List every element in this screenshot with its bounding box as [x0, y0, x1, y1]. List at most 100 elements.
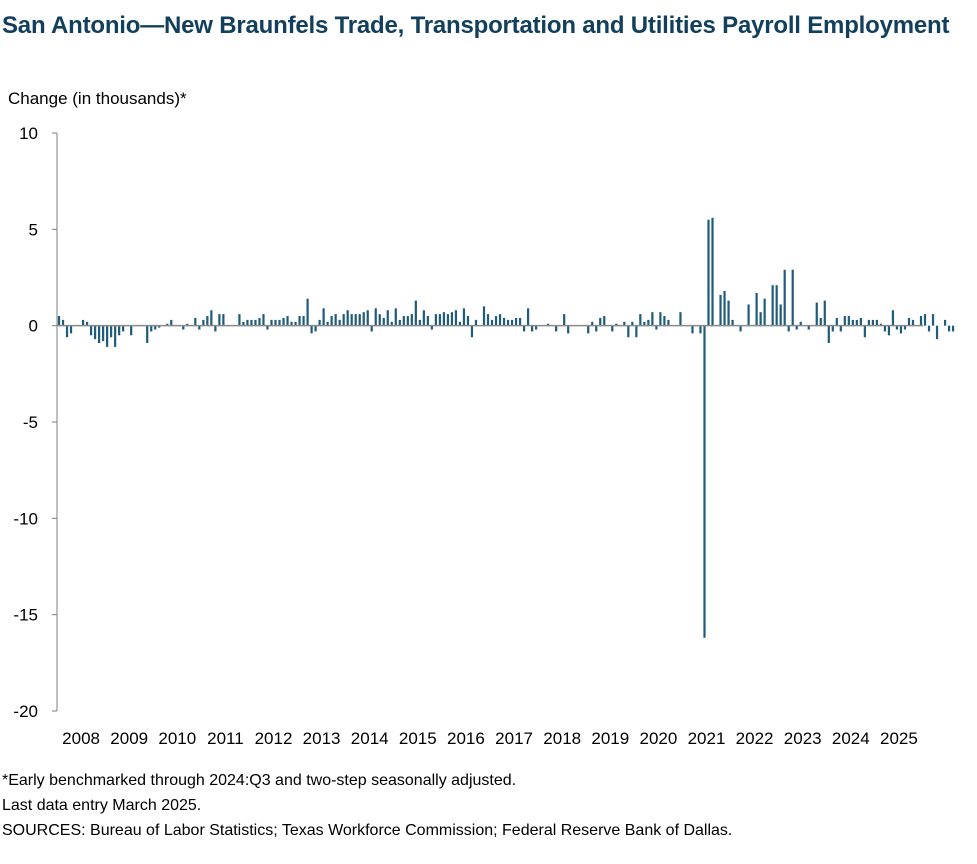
- footnote-last-entry: Last data entry March 2025.: [2, 797, 202, 814]
- bar: [238, 314, 241, 326]
- bar: [711, 217, 714, 326]
- bar: [731, 319, 734, 326]
- bar: [334, 314, 337, 326]
- bar: [318, 319, 321, 326]
- bar: [186, 323, 189, 326]
- bar: [635, 325, 638, 338]
- bar: [166, 323, 169, 326]
- bar: [61, 319, 65, 326]
- y-axis-label: Change (in thousands)*: [8, 89, 187, 108]
- x-tick-label: 2008: [62, 729, 100, 748]
- bar: [518, 317, 522, 326]
- bar: [631, 321, 634, 326]
- bar: [194, 317, 197, 326]
- bar: [895, 325, 899, 330]
- y-axis: 10 5 0 -5 -10 -15 -20: [13, 124, 58, 721]
- bar: [218, 314, 221, 326]
- bar: [290, 321, 293, 326]
- bar: [458, 321, 462, 326]
- bar: [627, 325, 630, 338]
- bar: [466, 316, 470, 326]
- bar: [410, 314, 413, 326]
- bar: [510, 319, 514, 326]
- bar: [835, 317, 838, 326]
- bar: [85, 321, 89, 326]
- bar: [567, 325, 570, 334]
- bar: [651, 312, 654, 326]
- x-tick-label: 2015: [399, 729, 437, 748]
- bar: [947, 325, 951, 332]
- y-tick-label: -10: [13, 509, 38, 528]
- bar: [430, 325, 433, 330]
- bar: [470, 325, 474, 338]
- bar: [222, 314, 225, 326]
- bar: [446, 314, 450, 326]
- bar: [943, 319, 947, 326]
- bar: [855, 319, 858, 326]
- bar: [599, 317, 602, 326]
- bar: [563, 314, 566, 326]
- bar: [302, 316, 305, 326]
- bar: [114, 325, 117, 347]
- x-tick-label: 2011: [207, 729, 244, 748]
- x-tick-label: 2021: [688, 729, 726, 748]
- bar: [691, 325, 694, 334]
- bar: [494, 316, 498, 326]
- bar: [418, 319, 421, 326]
- bar: [69, 325, 73, 334]
- bar: [823, 300, 826, 326]
- bar: [935, 325, 939, 340]
- bar: [611, 325, 614, 332]
- bar: [526, 308, 530, 326]
- bar: [250, 319, 253, 326]
- bar: [182, 325, 185, 330]
- bar: [530, 325, 534, 332]
- bars: [57, 217, 955, 638]
- bar: [382, 317, 385, 326]
- bar: [879, 323, 883, 326]
- bar: [342, 314, 345, 326]
- bar: [278, 319, 281, 326]
- bar: [871, 319, 874, 326]
- bar: [93, 325, 97, 340]
- bar: [426, 316, 429, 326]
- bar: [787, 325, 790, 332]
- bar: [639, 314, 642, 326]
- bar: [57, 316, 61, 326]
- bar: [366, 310, 369, 326]
- bar: [659, 312, 662, 326]
- bar: [931, 314, 935, 326]
- bar: [474, 319, 478, 326]
- y-tick-label: 0: [29, 317, 38, 336]
- bar: [663, 316, 666, 326]
- bar: [490, 319, 494, 326]
- footnote-sources: SOURCES: Bureau of Labor Statistics; Tex…: [2, 822, 733, 839]
- y-tick-label: -5: [23, 413, 38, 432]
- bar: [170, 319, 173, 326]
- x-tick-label: 2010: [158, 729, 196, 748]
- bar: [827, 325, 830, 344]
- x-tick-label: 2024: [832, 729, 870, 748]
- bar: [919, 316, 923, 326]
- bar: [270, 319, 273, 326]
- bar: [547, 323, 550, 326]
- bar: [763, 298, 766, 326]
- bar: [65, 325, 69, 338]
- bar: [727, 300, 730, 326]
- bar: [775, 285, 778, 326]
- bar: [386, 310, 389, 326]
- footnotes: *Early benchmarked through 2024:Q3 and t…: [2, 768, 732, 843]
- bar: [406, 316, 409, 326]
- bar: [450, 312, 454, 326]
- bar: [839, 325, 842, 332]
- x-tick-label: 2017: [495, 729, 533, 748]
- bar: [198, 325, 201, 330]
- bar: [506, 319, 510, 326]
- bar: [555, 325, 558, 332]
- x-tick-label: 2025: [880, 729, 918, 748]
- x-tick-label: 2013: [303, 729, 341, 748]
- bar: [887, 325, 891, 336]
- y-tick-label: -15: [13, 606, 38, 625]
- bar: [122, 325, 125, 332]
- chart-title: San Antonio—New Braunfels Trade, Transpo…: [2, 12, 950, 39]
